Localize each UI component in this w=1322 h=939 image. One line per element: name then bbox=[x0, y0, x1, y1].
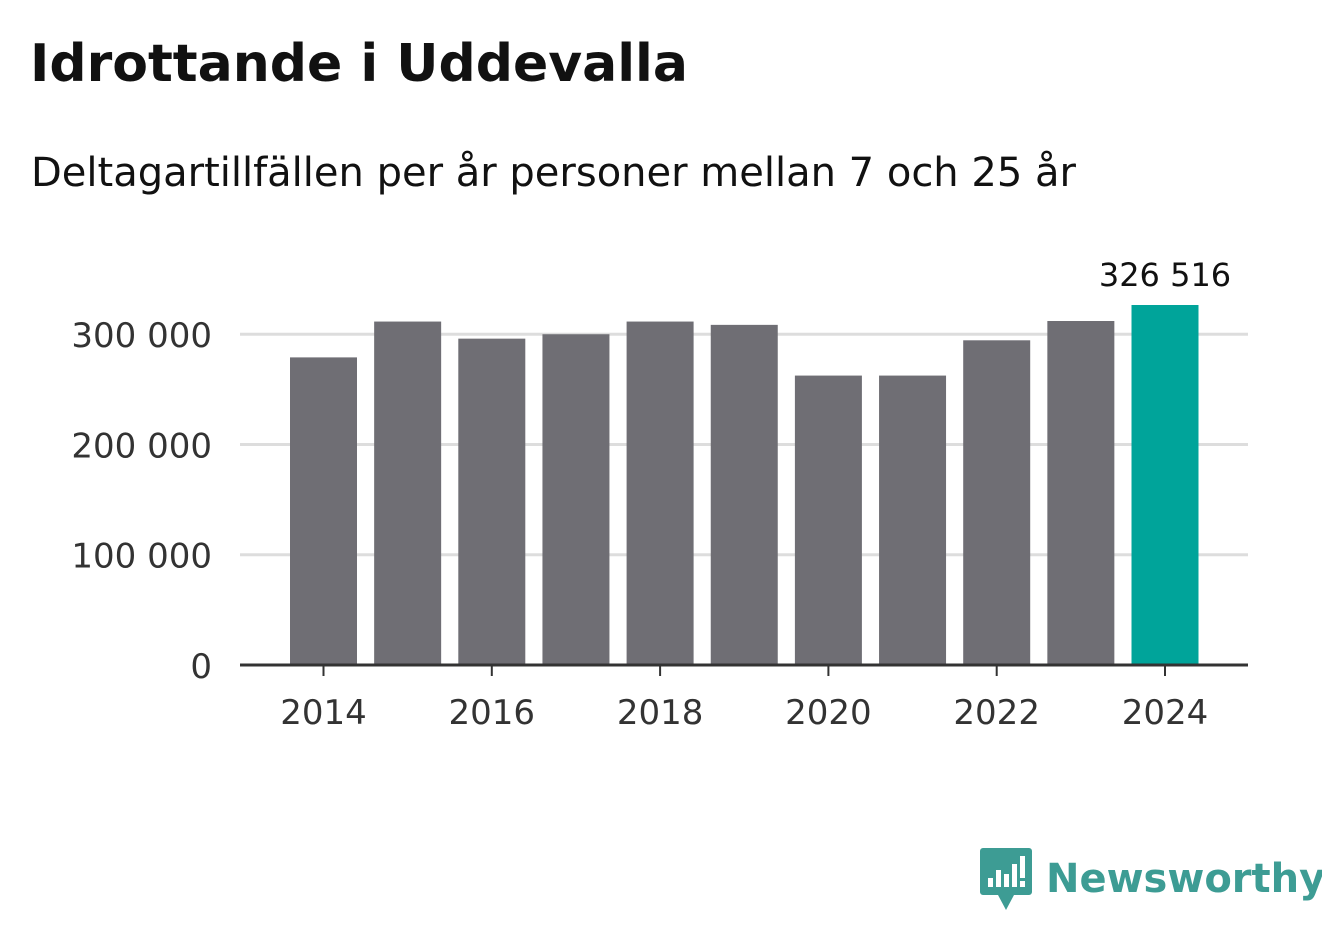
bar-2015 bbox=[374, 321, 442, 665]
bar-2019 bbox=[710, 324, 778, 665]
x-tick-label: 2014 bbox=[280, 693, 367, 733]
chart-subtitle: Deltagartillfällen per år personer mella… bbox=[31, 150, 1076, 196]
x-tick-label: 2016 bbox=[449, 693, 536, 733]
bar-2023 bbox=[1047, 321, 1115, 665]
chart-title: Idrottande i Uddevalla bbox=[30, 34, 688, 94]
y-tick-label: 100 000 bbox=[71, 537, 212, 577]
y-tick-label: 200 000 bbox=[71, 426, 212, 466]
bar-2016 bbox=[458, 338, 526, 665]
x-tick-label: 2020 bbox=[785, 693, 872, 733]
highlight-value-label: 326 516 bbox=[1099, 256, 1231, 294]
bar-2020 bbox=[794, 375, 862, 665]
y-tick-label: 0 bbox=[190, 647, 212, 687]
x-tick-label: 2022 bbox=[953, 693, 1040, 733]
bar-2022 bbox=[963, 340, 1031, 665]
bar-2017 bbox=[542, 334, 610, 665]
newsworthy-logo: Newsworthy bbox=[980, 848, 1322, 910]
x-tick-label: 2018 bbox=[617, 693, 704, 733]
bar-2021 bbox=[879, 375, 947, 665]
y-tick-label: 300 000 bbox=[71, 316, 212, 356]
brand-name: Newsworthy bbox=[1046, 856, 1322, 902]
bar-2024 bbox=[1131, 305, 1199, 665]
x-tick-label: 2024 bbox=[1122, 693, 1209, 733]
bar-2014 bbox=[290, 357, 357, 665]
bar-2018 bbox=[626, 321, 694, 665]
newsworthy-logo-icon bbox=[980, 848, 1032, 910]
